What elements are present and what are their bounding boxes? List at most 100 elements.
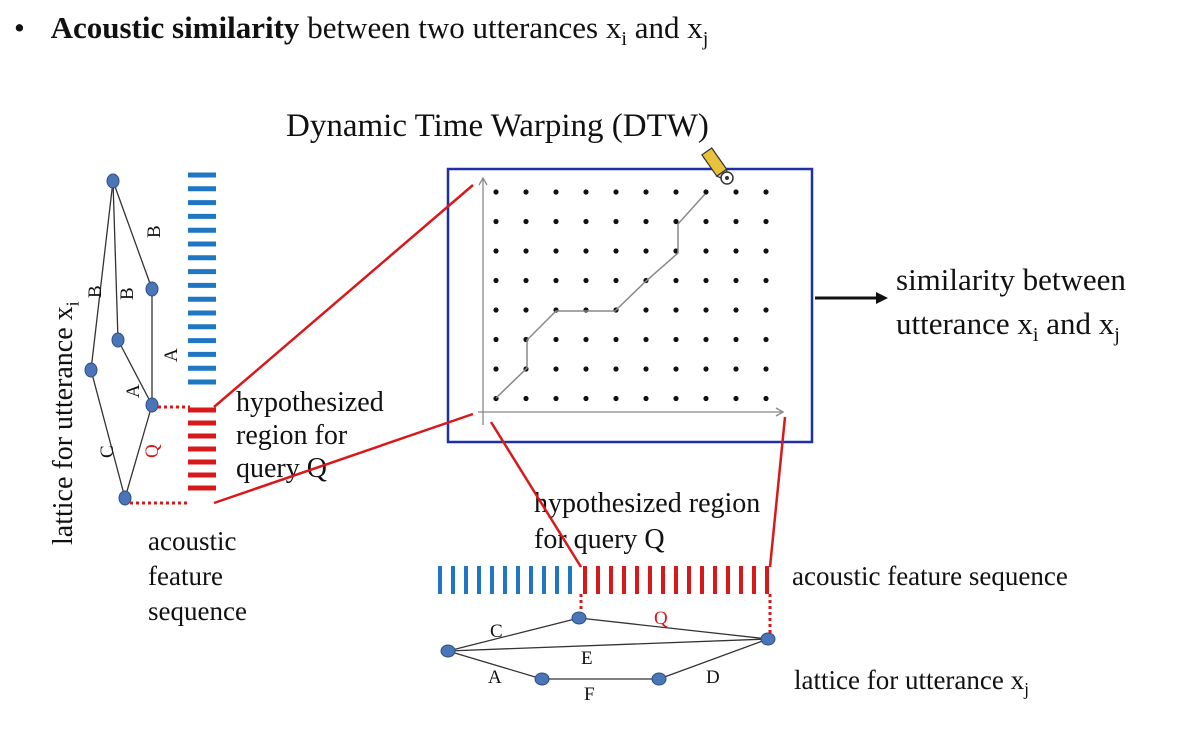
dtw-grid-dot [733, 277, 739, 284]
dtw-grid-dot [583, 218, 589, 225]
lattice-node [84, 362, 98, 378]
similarity-output-label: similarity between utterance xi and xj [896, 258, 1126, 357]
dtw-grid-dot [763, 395, 769, 402]
dtw-grid-dot [643, 189, 649, 195]
bottom-lattice-label: lattice for utterance xj [794, 665, 1029, 700]
dtw-grid-dot [553, 277, 559, 284]
dtw-grid-dot [553, 248, 559, 254]
dtw-grid-dot [493, 366, 499, 372]
dtw-grid-dot [673, 277, 679, 284]
lattice-node [118, 490, 132, 506]
bottom-edge-label: F [584, 684, 595, 705]
left-edge-label: C [97, 445, 118, 458]
dtw-grid-dot [613, 395, 619, 402]
dtw-grid-dot [763, 307, 769, 313]
lattice-node [651, 672, 667, 686]
dtw-grid-dot [523, 307, 529, 313]
dtw-grid-dots [493, 189, 769, 402]
dtw-grid-dot [553, 366, 559, 372]
dtw-grid-dot [763, 336, 769, 343]
dtw-grid-box [446, 167, 814, 444]
dtw-grid-dot [703, 336, 709, 343]
dtw-grid-dot [583, 336, 589, 343]
dtw-grid-dot [493, 307, 499, 313]
dtw-grid-dot [703, 307, 709, 313]
dtw-grid-dot [673, 366, 679, 372]
dtw-grid-dot [583, 366, 589, 372]
dtw-grid-dot [613, 277, 619, 284]
dtw-grid-dot [673, 307, 679, 313]
bottom-edge-label: D [706, 667, 720, 688]
bullet-heading: • Acoustic similarity between two uttera… [14, 10, 708, 51]
dtw-grid-dot [673, 218, 679, 225]
left-edge-label: Q [142, 444, 163, 458]
lattice-node [111, 332, 125, 348]
dtw-grid-dot [763, 248, 769, 254]
dtw-grid-dot [673, 395, 679, 402]
dtw-grid-dot [763, 189, 769, 195]
dtw-grid-dot [763, 277, 769, 284]
dtw-grid-dot [703, 248, 709, 254]
dtw-grid-dot [763, 218, 769, 225]
dtw-grid-dot [493, 218, 499, 225]
dtw-grid-dot [493, 277, 499, 284]
bullet-sub-i: i [621, 28, 627, 51]
bottom-feature-label: acoustic feature sequence [792, 561, 1068, 591]
dtw-grid-dot [703, 366, 709, 372]
dtw-grid-dot [733, 395, 739, 402]
lattice-node [534, 672, 550, 686]
dtw-grid-dot [583, 248, 589, 254]
dtw-grid-dot [673, 189, 679, 195]
dtw-grid-dot [613, 189, 619, 195]
lattice-node [106, 173, 120, 189]
dtw-grid-dot [553, 218, 559, 225]
dtw-grid-dot [583, 277, 589, 284]
dtw-grid-dot [733, 248, 739, 254]
dtw-grid-dot [733, 366, 739, 372]
bottom-edge-label: Q [654, 608, 668, 629]
dtw-grid-dot [643, 366, 649, 372]
dtw-grid-dot [583, 307, 589, 313]
dtw-grid-dot [523, 218, 529, 225]
bullet-marker: • [14, 10, 25, 45]
bottom-edge-label: A [488, 667, 502, 688]
dtw-grid-dot [613, 248, 619, 254]
dtw-grid-dot [493, 336, 499, 343]
output-line2: utterance xi and xj [896, 306, 1120, 347]
dtw-grid-dot [703, 395, 709, 402]
output-line1: similarity between [896, 262, 1126, 297]
bottom-hyp-label: hypothesized region for query Q [534, 488, 761, 555]
bottom-lattice-nodes [440, 611, 776, 686]
lattice-node [145, 397, 159, 413]
dtw-grid-dot [493, 248, 499, 254]
bottom-feature-sequence [438, 566, 769, 594]
dtw-title: Dynamic Time Warping (DTW) [286, 108, 709, 144]
left-feature-label: acoustic feature sequence [148, 526, 247, 626]
dtw-grid-dot [523, 277, 529, 284]
bullet-text: between two utterances x [299, 10, 622, 45]
lattice-node [571, 611, 587, 625]
output-arrow-icon [876, 292, 888, 304]
dtw-grid-dot [613, 336, 619, 343]
dtw-grid-dot [763, 366, 769, 372]
bottom-edge-label: C [490, 621, 503, 642]
dtw-grid-dot [613, 366, 619, 372]
dtw-grid-dot [613, 218, 619, 225]
left-feature-sequence [188, 172, 216, 491]
bottom-lattice-edges [447, 617, 769, 680]
dtw-grid-dot [643, 218, 649, 225]
dtw-warping-path [495, 193, 706, 399]
dtw-grid-dot [523, 248, 529, 254]
bullet-sub-j: j [702, 28, 709, 51]
dtw-grid-dot [733, 336, 739, 343]
dtw-grid-dot [643, 395, 649, 402]
bullet-and: and x [626, 10, 703, 45]
dtw-grid-dot [703, 277, 709, 284]
dtw-grid-dot [523, 189, 529, 195]
dtw-grid-dot [523, 395, 529, 402]
dtw-grid-dot [673, 336, 679, 343]
dtw-grid-dot [553, 189, 559, 195]
bottom-edge-label: E [581, 648, 593, 669]
left-lattice-edges [90, 180, 153, 499]
